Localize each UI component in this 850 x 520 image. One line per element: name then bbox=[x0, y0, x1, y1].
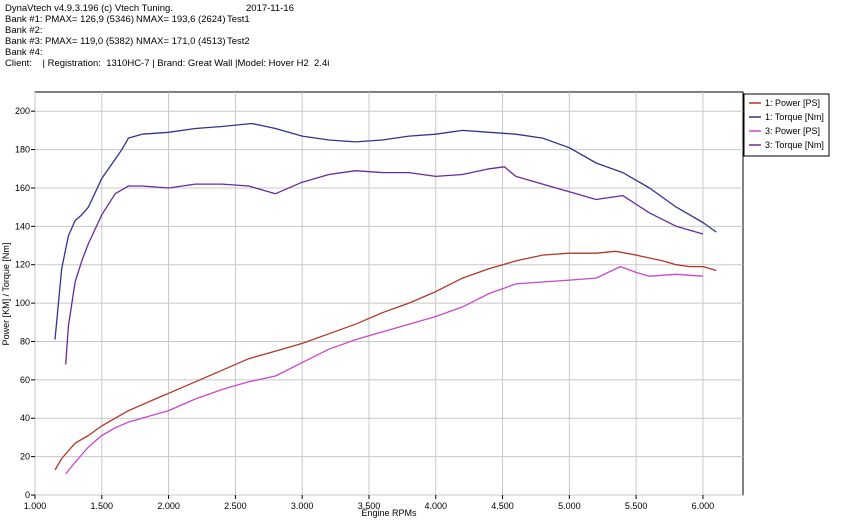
series-line-2 bbox=[54, 122, 717, 340]
y-tick-label: 80 bbox=[20, 336, 30, 346]
report-date: 2017-11-16 bbox=[246, 3, 294, 14]
bank-1-pmax: PMAX= 126,9 (5346) bbox=[45, 14, 134, 25]
x-tick-label: 1.000 bbox=[24, 501, 47, 511]
x-tick-label: 5.500 bbox=[625, 501, 648, 511]
legend: 1: Power [PS] 1: Torque [Nm] 3: Power [PS]… bbox=[743, 93, 830, 157]
y-tick-label: 120 bbox=[15, 260, 30, 270]
x-axis-label: Engine RPMs bbox=[361, 508, 417, 518]
series-line-1 bbox=[54, 250, 717, 471]
client-info: Client: | Registration: 1310HC-7 | Brand… bbox=[5, 58, 330, 69]
bank-2-label: Bank #2: bbox=[5, 25, 43, 36]
y-axis-label: Power [KM] / Torque [Nm] bbox=[1, 243, 11, 346]
bank-1-nmax: NMAX= 193,6 (2624) bbox=[136, 14, 226, 25]
series-line-4 bbox=[65, 166, 704, 365]
bank-1-test: Test1 bbox=[227, 14, 250, 25]
grid bbox=[34, 92, 743, 496]
x-tick-label: 1.500 bbox=[91, 501, 114, 511]
legend-entry: 1: Power [PS] bbox=[765, 98, 820, 108]
x-tick-label: 2.000 bbox=[157, 501, 180, 511]
app-title: DynaVtech v4.9.3.196 (c) Vtech Tuning. bbox=[5, 3, 173, 14]
legend-entry: 3: Torque [Nm] bbox=[765, 140, 824, 150]
x-tick-label: 4.000 bbox=[424, 501, 447, 511]
legend-entry: 1: Torque [Nm] bbox=[765, 112, 824, 122]
x-tick-label: 6.000 bbox=[692, 501, 715, 511]
y-tick-label: 60 bbox=[20, 375, 30, 385]
bank-3-pmax: PMAX= 119,0 (5382) bbox=[45, 36, 134, 47]
bank-4-label: Bank #4: bbox=[5, 47, 43, 58]
axis-ticks: 1.000 1.500 2.000 2.500 3.000 3.500 4.000 4.500… bbox=[15, 106, 714, 511]
legend-entry: 3: Power [PS] bbox=[765, 126, 820, 136]
series-lines bbox=[54, 122, 717, 475]
y-tick-label: 0 bbox=[25, 490, 30, 500]
x-tick-label: 4.500 bbox=[491, 501, 514, 511]
y-tick-label: 200 bbox=[15, 106, 30, 116]
bank-3-test: Test2 bbox=[227, 36, 250, 47]
bank-3-nmax: NMAX= 171,0 (4513) bbox=[136, 36, 226, 47]
y-tick-label: 20 bbox=[20, 452, 30, 462]
y-tick-label: 40 bbox=[20, 413, 30, 423]
x-tick-label: 5.000 bbox=[558, 501, 581, 511]
series-line-3 bbox=[65, 265, 703, 475]
y-tick-label: 160 bbox=[15, 183, 30, 193]
plot-area bbox=[34, 91, 744, 496]
y-tick-label: 180 bbox=[15, 145, 30, 155]
bank-1-label: Bank #1: bbox=[5, 14, 43, 25]
y-tick-label: 100 bbox=[15, 298, 30, 308]
x-tick-label: 2.500 bbox=[224, 501, 247, 511]
y-tick-label: 140 bbox=[15, 221, 30, 231]
x-tick-label: 3.500 bbox=[358, 501, 381, 511]
bank-3-label: Bank #3: bbox=[5, 36, 43, 47]
x-tick-label: 3.000 bbox=[291, 501, 314, 511]
